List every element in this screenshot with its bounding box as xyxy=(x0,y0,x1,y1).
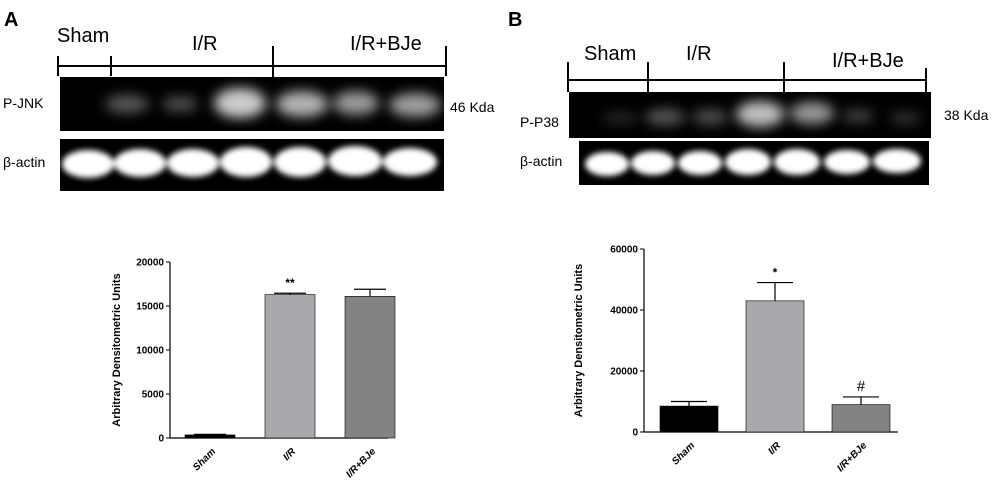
panel-b-group-ir: I/R xyxy=(686,43,712,65)
panel-b-y-tick-label: 60000 xyxy=(610,245,638,256)
panel-a-group-sham: Sham xyxy=(57,25,109,47)
panel-b-category-label: I/R+BJe xyxy=(835,440,869,474)
panel-a-y-tick-label: 0 xyxy=(158,434,164,445)
panel-a-target-label: P-JNK xyxy=(3,95,44,111)
panel-b-y-tick-label: 20000 xyxy=(610,367,638,378)
panel-b-y-tick-label: 40000 xyxy=(610,306,638,317)
panel-b-bar-1 xyxy=(659,405,719,433)
panel-a-group-irbje: I/R+BJe xyxy=(350,33,422,55)
panel-a: A Sham I/R I/R+BJe P-JNK 46 Kda xyxy=(3,9,495,480)
panel-a-target-blot xyxy=(60,77,444,131)
panel-b-target-blot xyxy=(569,92,931,138)
panel-a-bar-1 xyxy=(184,434,236,439)
panel-b-y-tick-label: 0 xyxy=(632,428,638,439)
panel-a-y-tick-label: 5000 xyxy=(142,390,165,401)
panel-b: B Sham I/R I/R+BJe P-P38 38 Kda xyxy=(508,9,989,474)
panel-a-y-tick-label: 15000 xyxy=(136,302,164,313)
panel-b-category-label: Sham xyxy=(670,440,697,467)
panel-a-y-tick-label: 20000 xyxy=(136,258,164,269)
panel-b-group-bracket xyxy=(567,62,927,92)
panel-a-category-label: Sham xyxy=(191,446,218,473)
panel-b-group-irbje: I/R+BJe xyxy=(832,50,904,72)
panel-a-category-label: I/R xyxy=(281,446,298,463)
panel-a-control-blot xyxy=(60,139,444,191)
panel-b-letter: B xyxy=(508,9,522,31)
panel-b-group-sham: Sham xyxy=(584,43,636,65)
panel-b-target-label: P-P38 xyxy=(520,114,559,130)
panel-b-significance-3: # xyxy=(857,378,866,395)
panel-b-bar-2 xyxy=(745,300,805,433)
panel-a-significance-2: ** xyxy=(285,276,295,290)
panel-a-bar-3 xyxy=(344,296,396,439)
panel-b-y-axis-label: Arbitrary Densitometric Units xyxy=(573,264,585,417)
panel-a-target-size: 46 Kda xyxy=(450,99,495,115)
panel-a-bar-2 xyxy=(264,294,316,439)
panel-b-control-blot xyxy=(579,141,929,185)
panel-b-bar-chart: 0 20000 40000 60000 Arbitrary Densitometric … xyxy=(573,245,898,474)
panel-b-bar-3 xyxy=(831,404,891,433)
panel-a-group-ir: I/R xyxy=(192,33,218,55)
panel-a-y-tick-label: 10000 xyxy=(136,346,164,357)
panel-b-significance-2: * xyxy=(773,266,778,280)
panel-a-control-label: β-actin xyxy=(3,154,45,170)
panel-b-category-label: I/R xyxy=(766,440,783,457)
panel-b-target-size: 38 Kda xyxy=(944,107,989,123)
panel-b-control-label: β-actin xyxy=(520,153,562,169)
panel-a-y-axis-label: Arbitrary Densitometric Units xyxy=(111,273,123,426)
panel-a-category-label: I/R+BJe xyxy=(344,446,378,480)
panel-a-bar-chart: 0 5000 10000 15000 20000 Arbitrary Densitomet… xyxy=(111,258,396,480)
panel-a-letter: A xyxy=(4,9,18,31)
